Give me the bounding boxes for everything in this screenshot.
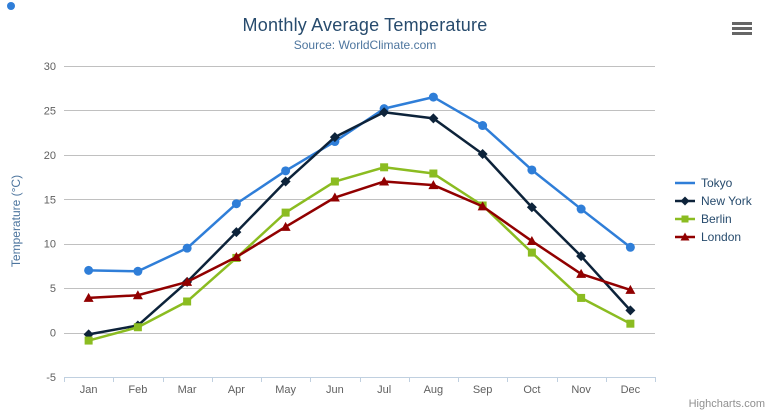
data-point-marker[interactable] bbox=[680, 232, 690, 241]
legend: Tokyo New York Berlin London bbox=[674, 174, 752, 246]
data-point-marker[interactable] bbox=[231, 199, 241, 209]
data-point-marker[interactable] bbox=[84, 336, 93, 345]
x-axis-label: Nov bbox=[571, 384, 591, 396]
data-point-marker[interactable] bbox=[281, 208, 290, 217]
y-axis-label: 5 bbox=[50, 283, 56, 295]
data-point-marker[interactable] bbox=[379, 176, 390, 186]
y-axis-label: -5 bbox=[46, 372, 56, 384]
data-point-marker[interactable] bbox=[84, 265, 94, 275]
legend-marker-triangle-icon bbox=[675, 232, 695, 241]
data-point-marker[interactable] bbox=[379, 107, 390, 118]
data-point-marker[interactable] bbox=[83, 292, 94, 302]
legend-label: Tokyo bbox=[701, 176, 733, 190]
data-point-marker[interactable] bbox=[625, 305, 636, 316]
data-point-marker[interactable] bbox=[428, 92, 438, 102]
series-tokyo bbox=[87, 95, 632, 273]
x-axis-label: Sep bbox=[473, 384, 493, 396]
legend-label: London bbox=[701, 230, 742, 244]
legend-item-london[interactable]: London bbox=[674, 228, 752, 246]
data-point-marker[interactable] bbox=[626, 319, 635, 328]
data-point-marker[interactable] bbox=[428, 180, 439, 190]
chart-subtitle: Source: WorldClimate.com bbox=[293, 38, 437, 52]
data-point-marker[interactable] bbox=[428, 113, 439, 124]
hamburger-menu-button[interactable] bbox=[731, 20, 753, 37]
data-point-marker[interactable] bbox=[280, 176, 291, 187]
data-point-marker[interactable] bbox=[625, 242, 635, 252]
legend-marker-circle-icon bbox=[675, 181, 695, 185]
y-axis-label: 30 bbox=[44, 61, 56, 73]
data-point-marker[interactable] bbox=[380, 163, 389, 172]
y-axis-label: 10 bbox=[44, 239, 56, 251]
data-point-marker[interactable] bbox=[478, 121, 488, 131]
highcharts-credit-link[interactable]: Highcharts.com bbox=[688, 398, 765, 410]
data-point-marker[interactable] bbox=[477, 148, 488, 159]
data-point-marker[interactable] bbox=[625, 284, 636, 294]
data-point-marker[interactable] bbox=[527, 165, 537, 175]
data-point-marker[interactable] bbox=[477, 201, 488, 211]
legend-label: New York bbox=[701, 194, 752, 208]
hamburger-menu-icon bbox=[732, 22, 752, 25]
data-point-marker[interactable] bbox=[133, 266, 143, 276]
x-axis-label: Jan bbox=[80, 384, 98, 396]
legend-item-tokyo[interactable]: Tokyo bbox=[674, 174, 752, 192]
data-point-marker[interactable] bbox=[527, 248, 536, 257]
x-axis-label: Dec bbox=[621, 384, 641, 396]
x-axis-label: Aug bbox=[424, 384, 444, 396]
data-point-marker[interactable] bbox=[329, 132, 340, 143]
data-point-marker[interactable] bbox=[280, 221, 291, 231]
data-point-marker[interactable] bbox=[526, 202, 537, 213]
series-line-london[interactable] bbox=[87, 180, 632, 300]
chart-title: Monthly Average Temperature bbox=[242, 15, 488, 35]
data-point-marker[interactable] bbox=[577, 293, 586, 302]
legend-label: Berlin bbox=[701, 212, 732, 226]
x-axis-label: Jun bbox=[326, 384, 344, 396]
x-axis-label: Jul bbox=[377, 384, 391, 396]
legend-item-new-york[interactable]: New York bbox=[674, 192, 752, 210]
data-point-marker[interactable] bbox=[133, 323, 142, 332]
data-point-marker[interactable] bbox=[7, 2, 15, 10]
y-axis-label: 15 bbox=[44, 194, 56, 206]
series-line-new-york[interactable] bbox=[87, 110, 632, 336]
data-point-marker[interactable] bbox=[329, 192, 340, 202]
legend-marker-diamond-icon bbox=[675, 196, 695, 206]
data-point-marker[interactable] bbox=[576, 251, 587, 262]
x-axis-label: Feb bbox=[128, 384, 147, 396]
data-point-marker[interactable] bbox=[231, 227, 242, 238]
data-point-marker[interactable] bbox=[231, 252, 242, 262]
data-point-marker[interactable] bbox=[281, 166, 291, 176]
series-line-berlin[interactable] bbox=[87, 166, 632, 342]
legend-marker-square-icon bbox=[675, 215, 695, 223]
data-point-marker[interactable] bbox=[526, 236, 537, 246]
x-axis-label: May bbox=[275, 384, 296, 396]
data-point-marker[interactable] bbox=[429, 169, 438, 178]
data-point-marker[interactable] bbox=[681, 215, 689, 223]
data-point-marker[interactable] bbox=[576, 268, 587, 278]
data-point-marker[interactable] bbox=[680, 196, 690, 206]
data-point-marker[interactable] bbox=[132, 290, 143, 300]
y-axis-label: 25 bbox=[44, 105, 56, 117]
data-point-marker[interactable] bbox=[182, 243, 192, 253]
x-axis-label: Oct bbox=[523, 384, 540, 396]
data-point-marker[interactable] bbox=[183, 297, 192, 306]
series-new-york bbox=[83, 107, 636, 340]
x-axis-label: Mar bbox=[178, 384, 197, 396]
data-point-marker[interactable] bbox=[576, 204, 586, 214]
x-axis-label: Apr bbox=[228, 384, 245, 396]
data-point-marker[interactable] bbox=[182, 276, 193, 286]
y-axis-label: 20 bbox=[44, 150, 56, 162]
series-london bbox=[83, 176, 636, 302]
legend-item-berlin[interactable]: Berlin bbox=[674, 210, 752, 228]
series-line-tokyo[interactable] bbox=[87, 95, 632, 273]
data-point-marker[interactable] bbox=[330, 177, 339, 186]
y-axis-label: 0 bbox=[50, 328, 56, 340]
